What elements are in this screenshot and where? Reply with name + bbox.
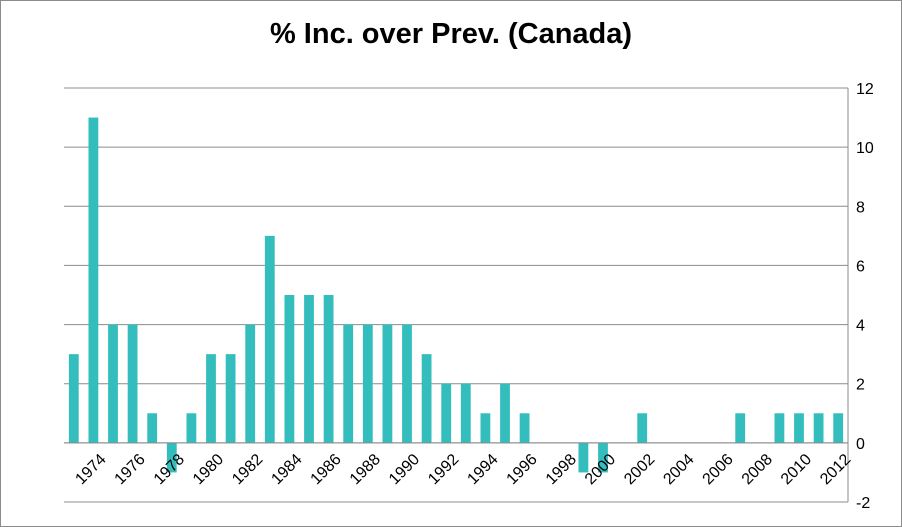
- bar-1980: [206, 354, 216, 443]
- bar-2002: [637, 413, 648, 443]
- x-tick-label: 2010: [778, 451, 815, 488]
- bar-1982: [245, 324, 256, 443]
- x-tick-label: 1992: [425, 451, 462, 488]
- x-tick-label: 1990: [386, 451, 423, 488]
- y-tick-label: 0: [856, 436, 865, 453]
- bar-1996: [519, 413, 530, 443]
- y-tick-label: 4: [856, 318, 865, 335]
- bar-1993: [460, 383, 471, 443]
- x-tick-label: 1996: [504, 451, 541, 488]
- x-tick-label: 1980: [190, 451, 227, 488]
- bar-1994: [480, 413, 491, 443]
- x-tick-label: 1986: [308, 451, 345, 488]
- y-tick-label: 12: [856, 81, 874, 98]
- x-tick-label: 2006: [700, 451, 737, 488]
- bar-1995: [500, 383, 510, 443]
- x-tick-label: 2002: [621, 451, 658, 488]
- bar-2010: [794, 413, 804, 443]
- chart-title: % Inc. over Prev. (Canada): [269, 18, 633, 50]
- bar-1977: [147, 413, 158, 443]
- bar-1978: [166, 442, 177, 473]
- bar-1984: [284, 295, 295, 443]
- bar-2011: [813, 413, 824, 443]
- bar-1979: [186, 413, 197, 443]
- x-tick-label: 1974: [72, 451, 109, 488]
- y-tick-label: 2: [856, 377, 865, 394]
- bar-1988: [362, 324, 373, 443]
- bar-1992: [441, 383, 452, 443]
- y-tick-label: 8: [856, 199, 865, 216]
- x-tick-label: 1984: [268, 451, 305, 488]
- x-tick-label: 1976: [112, 451, 149, 488]
- bar-2000: [598, 442, 608, 473]
- bar-1981: [225, 354, 236, 443]
- bar-1986: [323, 295, 334, 443]
- bar-1990: [402, 324, 412, 443]
- bar-1991: [421, 354, 432, 443]
- x-tick-label: 1998: [543, 451, 580, 488]
- x-tick-label: 1994: [464, 451, 501, 488]
- bar-1976: [127, 324, 138, 443]
- bar-1975: [108, 324, 118, 443]
- bar-1999: [578, 442, 589, 473]
- x-tick-label: 2012: [817, 451, 854, 488]
- bar-1974: [88, 117, 99, 443]
- bar-1973: [68, 354, 79, 443]
- x-tick-label: 1988: [347, 451, 384, 488]
- bar-1985: [304, 295, 314, 443]
- bar-2007: [735, 413, 746, 443]
- x-tick-label: 2008: [739, 451, 776, 488]
- bar-2012: [833, 413, 844, 443]
- bar-1983: [264, 235, 275, 443]
- x-tick-label: 1978: [151, 451, 188, 488]
- bar-1987: [343, 324, 354, 443]
- x-tick-label: 2004: [660, 451, 697, 488]
- bar-2009: [774, 413, 785, 443]
- y-tick-label: 10: [856, 140, 874, 157]
- bar-1989: [382, 324, 393, 443]
- x-tick-label: 1982: [229, 451, 266, 488]
- y-tick-label: -2: [856, 495, 870, 512]
- y-tick-label: 6: [856, 258, 865, 275]
